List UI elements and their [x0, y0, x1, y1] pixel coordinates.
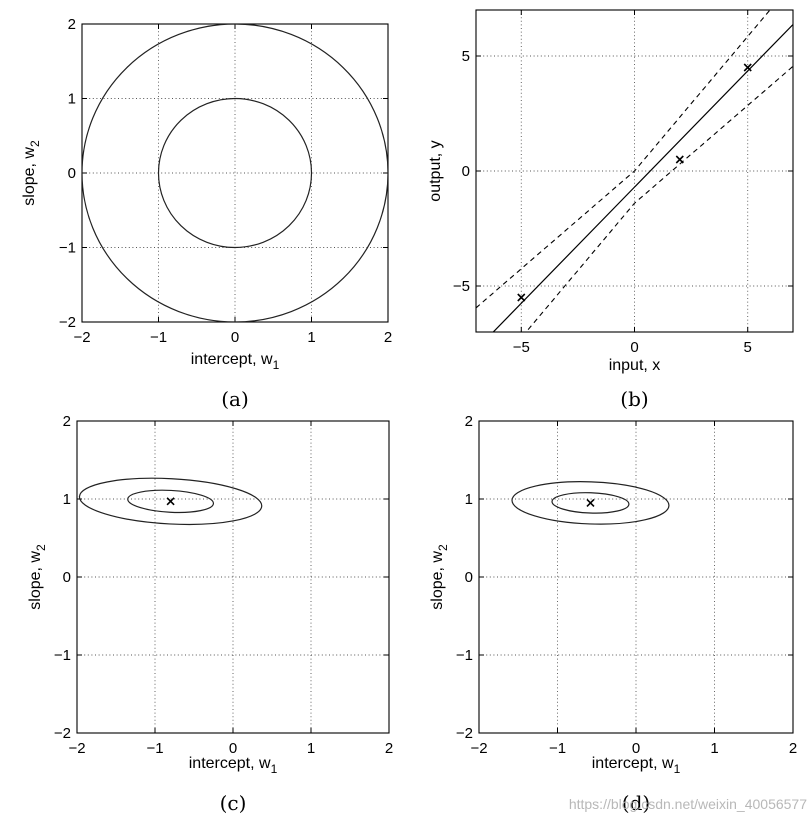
plot-area [82, 24, 388, 322]
x-tick-label: −5 [513, 339, 530, 356]
contour-ellipse [157, 97, 313, 249]
confidence-band-lower [525, 65, 793, 332]
x-tick-label: 2 [789, 740, 797, 757]
mean-marker [166, 497, 175, 506]
contour-ellipse [127, 489, 215, 514]
plot-area [511, 481, 670, 525]
y-tick-label: 2 [68, 16, 76, 33]
x-tick-label: 0 [229, 740, 237, 757]
y-tick-label: 1 [68, 91, 76, 108]
x-tick-label: 1 [307, 740, 315, 757]
panel-caption: (b) [620, 387, 648, 411]
contour-ellipse [551, 492, 630, 514]
x-tick-label: 5 [744, 339, 752, 356]
data-point [517, 293, 526, 302]
y-axis-label: slope, w2 [27, 544, 48, 610]
grid [478, 420, 794, 734]
x-tick-label: 2 [385, 740, 393, 757]
x-axis-label: intercept, w1 [191, 351, 280, 372]
y-tick-label: −1 [456, 647, 473, 664]
x-tick-label: −1 [150, 329, 167, 346]
x-tick-label: 2 [384, 329, 392, 346]
y-axis-label: slope, w2 [429, 544, 450, 610]
y-axis-label: slope, w2 [21, 140, 42, 206]
x-tick-label: 1 [710, 740, 718, 757]
y-tick-label: 2 [63, 413, 71, 430]
grid [81, 23, 389, 323]
y-tick-label: 0 [68, 165, 76, 182]
plot-area [78, 477, 263, 526]
y-tick-label: 2 [465, 413, 473, 430]
mean-marker [586, 498, 595, 507]
panel-caption: (c) [220, 791, 247, 815]
x-axis-label: input, x [609, 357, 661, 374]
y-tick-label: 1 [465, 491, 473, 508]
contour-ellipse [511, 481, 670, 525]
x-tick-label: 0 [231, 329, 239, 346]
y-tick-label: −2 [456, 725, 473, 742]
y-tick-label: −2 [54, 725, 71, 742]
confidence-band-upper [476, 10, 771, 309]
y-tick-label: −5 [453, 278, 470, 295]
x-tick-label: −1 [549, 740, 566, 757]
x-axis-label: intercept, w1 [189, 755, 278, 776]
data-point [743, 63, 752, 72]
panel-caption: (d) [622, 791, 650, 815]
x-tick-label: −1 [146, 740, 163, 757]
y-tick-label: 0 [462, 163, 470, 180]
y-tick-label: 5 [462, 48, 470, 65]
y-tick-label: 1 [63, 491, 71, 508]
x-axis-label: intercept, w1 [592, 755, 681, 776]
panel-c: −2 −1 0 1 2 −2 −1 0 1 2 intercept, w1 slope, w2 (c) [27, 413, 393, 815]
panel-d: −2 −1 0 1 2 −2 −1 0 1 2 intercept, w1 slope, w2 (d) [429, 413, 797, 815]
contour-ellipse [78, 477, 263, 526]
grid [76, 420, 390, 734]
x-tick-label: 0 [632, 740, 640, 757]
x-tick-label: 0 [630, 339, 638, 356]
y-tick-label: −1 [59, 240, 76, 257]
mean-line [492, 24, 793, 332]
panel-a: −2 −1 0 1 2 −2 −1 0 1 2 intercept, w1 slope, w2 (a) [21, 16, 392, 411]
x-tick-label: 1 [307, 329, 315, 346]
x-tick-label: −2 [73, 329, 90, 346]
watermark-text: https://blog.csdn.net/weixin_40056577 [569, 796, 807, 812]
panel-b: −5 0 5 −5 0 5 input, x output, y (b) [427, 9, 794, 411]
x-tick-label: −2 [68, 740, 85, 757]
plot-area [476, 10, 793, 332]
y-tick-label: 0 [465, 569, 473, 586]
y-tick-label: −2 [59, 314, 76, 331]
y-tick-label: 0 [63, 569, 71, 586]
y-tick-label: −1 [54, 647, 71, 664]
x-tick-label: −2 [470, 740, 487, 757]
y-axis-label: output, y [427, 140, 444, 201]
panel-caption: (a) [221, 387, 249, 411]
data-point [675, 155, 684, 164]
